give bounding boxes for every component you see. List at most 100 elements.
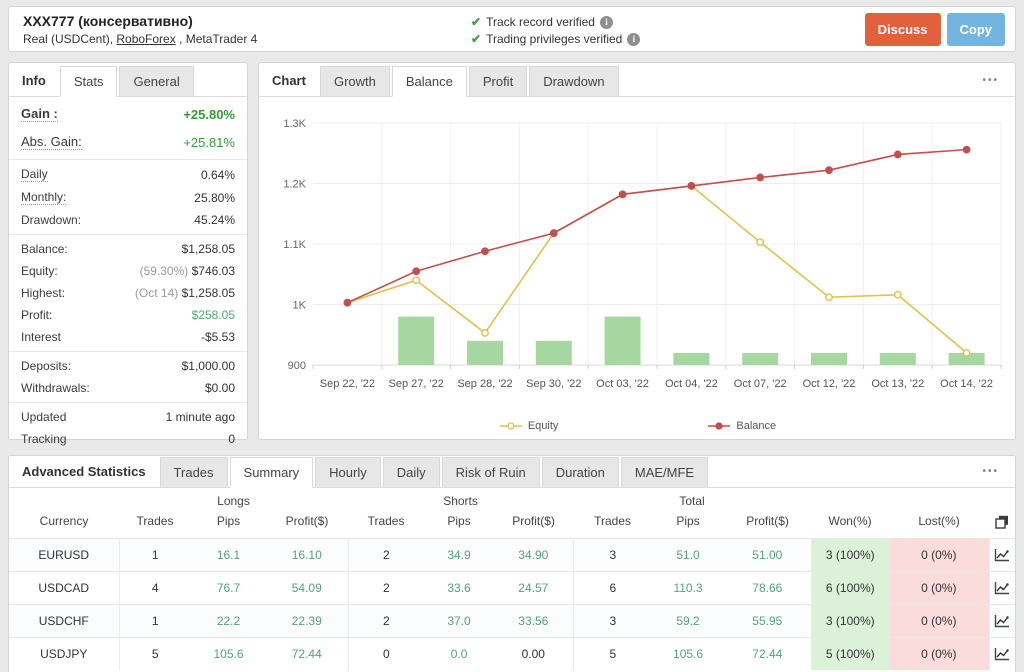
- svg-text:Oct 04, '22: Oct 04, '22: [665, 378, 718, 390]
- stat-value-note: (Oct 14): [134, 286, 182, 300]
- stats-group: Balance: $1,258.05 Equity: (59.30%) $746.03…: [9, 234, 247, 351]
- tab-profit[interactable]: Profit: [468, 66, 528, 96]
- chart-icon: [995, 648, 1010, 661]
- value-cell: 22.39: [266, 603, 349, 638]
- legend-item-balance[interactable]: Balance: [708, 420, 776, 432]
- tab-daily[interactable]: Daily: [382, 457, 440, 487]
- stat-row: Highest: (Oct 14) $1,258.05: [9, 282, 247, 304]
- chart-icon: [995, 615, 1010, 628]
- broker-link[interactable]: RoboForex: [116, 31, 176, 46]
- stat-row: Abs. Gain: +25.81%: [9, 128, 247, 156]
- svg-text:Oct 13, '22: Oct 13, '22: [871, 378, 924, 390]
- balance-equity-chart: 900 1K 1.1K 1.2K 1.3K Sep 22, '22 Sep 27, '22 S…: [283, 118, 1002, 390]
- stat-value: $258.05: [191, 308, 235, 322]
- stat-label: Profit:: [21, 308, 53, 322]
- table-row-eurusd: EURUSD 1 16.1 16.10 2 34.9 34.90 3 51.0 51.00 3 (1…: [9, 537, 1016, 572]
- stat-value: -$5.53: [200, 330, 235, 344]
- tab-mae-mfe[interactable]: MAE/MFE: [620, 457, 709, 487]
- stat-value: 45.24%: [194, 213, 235, 227]
- won-cell: 6 (100%): [810, 570, 890, 605]
- tab-growth[interactable]: Growth: [319, 66, 390, 96]
- copy-table-button[interactable]: [989, 509, 1015, 538]
- stat-label: Balance:: [21, 242, 68, 256]
- tab-general[interactable]: General: [119, 66, 194, 96]
- currency-cell: USDCAD: [9, 570, 119, 605]
- stat-row: Deposits: $1,000.00: [9, 355, 247, 377]
- group-header-total: Total: [679, 494, 705, 508]
- row-chart-button[interactable]: [988, 537, 1016, 572]
- svg-text:1.2K: 1.2K: [283, 179, 306, 191]
- stat-row: Drawdown: 45.24%: [9, 209, 247, 231]
- stat-row: Profit: $258.05: [9, 304, 247, 326]
- row-chart-button[interactable]: [988, 570, 1016, 605]
- stat-row: Withdrawals: $0.00: [9, 377, 247, 399]
- value-cell: 24.57: [494, 570, 574, 605]
- info-icon[interactable]: i: [599, 15, 613, 29]
- value-cell: 2: [347, 570, 425, 605]
- chart-legend: Equity Balance: [267, 420, 1009, 432]
- info-label: Info: [22, 73, 46, 88]
- table-row-usdcad: USDCAD 4 76.7 54.09 2 33.6 24.57 6 110.3 78.66 6 (…: [9, 570, 1016, 605]
- value-cell: 22.2: [191, 603, 266, 638]
- stat-row: Tracking 0: [9, 428, 247, 450]
- group-header-blank: [811, 488, 1015, 509]
- svg-text:Oct 12, '22: Oct 12, '22: [803, 378, 856, 390]
- currency-cell: USDJPY: [9, 636, 119, 671]
- value-cell: 59.2: [652, 603, 725, 638]
- verified-label: Trading privileges verified: [486, 32, 623, 46]
- value-cell: 51.0: [652, 537, 725, 572]
- tab-trades[interactable]: Trades: [159, 457, 228, 487]
- legend-marker-balance: [708, 422, 731, 430]
- won-cell: 3 (100%): [810, 603, 890, 638]
- more-menu-icon[interactable]: •••: [982, 466, 999, 477]
- more-menu-icon[interactable]: •••: [982, 75, 999, 86]
- value-cell: 0: [347, 636, 425, 671]
- legend-marker-equity: [499, 422, 522, 430]
- value-cell: 5: [118, 636, 191, 671]
- tab-summary[interactable]: Summary: [229, 457, 314, 488]
- verification-badges: ✔ Track record verified i ✔ Trading privileg…: [471, 14, 641, 48]
- value-cell: 33.56: [494, 603, 574, 638]
- check-icon: ✔: [471, 15, 482, 29]
- stat-label: Updated: [21, 410, 67, 424]
- tab-stats[interactable]: Stats: [59, 66, 118, 97]
- tab-risk-of-ruin[interactable]: Risk of Ruin: [441, 457, 540, 487]
- stat-row: Gain : +25.80%: [9, 100, 247, 128]
- lost-cell: 0 (0%): [889, 570, 990, 605]
- row-chart-button[interactable]: [988, 636, 1016, 671]
- value-cell: 37.0: [424, 603, 495, 638]
- check-icon: ✔: [471, 32, 482, 46]
- stat-value: $0.00: [204, 381, 235, 395]
- svg-text:Sep 27, '22: Sep 27, '22: [389, 378, 444, 390]
- tab-hourly[interactable]: Hourly: [315, 457, 381, 487]
- account-header: XXX777 (консервативно) Real (USDCent), R…: [8, 6, 1016, 52]
- value-cell: 110.3: [652, 570, 725, 605]
- column-header-pips: Pips: [676, 514, 700, 529]
- svg-text:1K: 1K: [293, 300, 307, 312]
- stat-value: 0: [228, 432, 235, 446]
- svg-text:1.3K: 1.3K: [283, 118, 306, 130]
- info-tabbar: Info Stats General: [9, 63, 247, 97]
- tab-duration[interactable]: Duration: [541, 457, 619, 487]
- value-cell: 16.10: [266, 537, 349, 572]
- column-header-trades: Trades: [136, 514, 174, 529]
- legend-item-equity[interactable]: Equity: [499, 420, 558, 432]
- copy-button[interactable]: Copy: [946, 12, 1005, 46]
- info-icon[interactable]: i: [627, 32, 641, 46]
- value-cell: 76.7: [191, 570, 266, 605]
- tab-balance[interactable]: Balance: [391, 66, 467, 97]
- lost-cell: 0 (0%): [889, 537, 990, 572]
- row-chart-button[interactable]: [988, 603, 1016, 638]
- value-cell: 105.6: [652, 636, 725, 671]
- stat-label: Monthly:: [21, 190, 67, 205]
- table-column-header-row: Currency Trades Pips Profit($) Trades Pips Pro…: [9, 509, 1015, 538]
- header-actions: Discuss Copy: [864, 12, 1015, 46]
- stat-row: Updated 1 minute ago: [9, 406, 247, 428]
- discuss-button[interactable]: Discuss: [864, 12, 941, 46]
- stats-group: Gain : +25.80% Abs. Gain: +25.81%: [9, 97, 247, 159]
- svg-text:Oct 14, '22: Oct 14, '22: [940, 378, 993, 390]
- won-cell: 5 (100%): [810, 636, 890, 671]
- verified-row: ✔ Trading privileges verified i: [471, 31, 641, 47]
- account-title: XXX777 (консервативно): [23, 12, 193, 29]
- tab-drawdown[interactable]: Drawdown: [529, 66, 619, 96]
